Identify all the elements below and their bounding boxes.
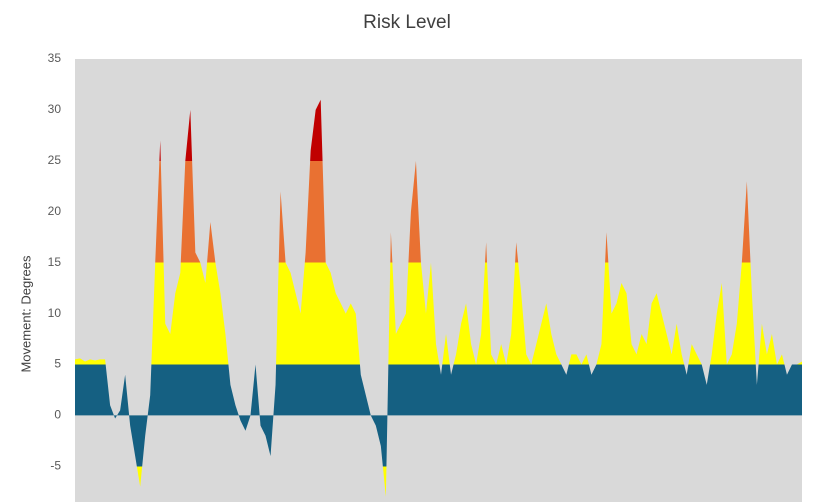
y-tick-label: 35 bbox=[48, 51, 62, 65]
y-tick-label: 30 bbox=[48, 102, 62, 116]
y-tick-label: 0 bbox=[54, 408, 61, 422]
chart-title: Risk Level bbox=[363, 12, 451, 33]
y-tick-label: 5 bbox=[54, 357, 61, 371]
y-tick-label: 20 bbox=[48, 204, 62, 218]
y-tick-label: -5 bbox=[50, 459, 61, 473]
y-tick-label: 25 bbox=[48, 153, 62, 167]
y-tick-label: 15 bbox=[48, 255, 62, 269]
y-axis-title: Movement: Degrees bbox=[18, 255, 33, 373]
movement-area bbox=[75, 99, 802, 497]
y-tick-label: 10 bbox=[48, 306, 62, 320]
